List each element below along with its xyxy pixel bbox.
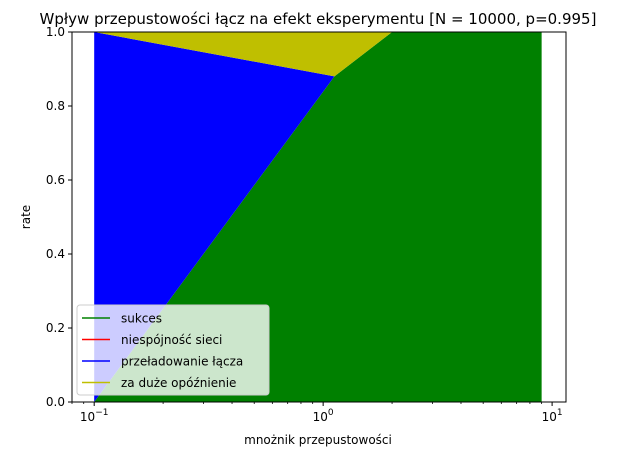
x-tick-label-1: 100 — [313, 408, 334, 424]
x-tick-label-0: 10−1 — [80, 408, 109, 424]
y-tick-label-3: 0.6 — [46, 173, 65, 187]
y-tick-label-5: 1.0 — [46, 25, 65, 39]
y-tick-label-2: 0.4 — [46, 247, 65, 261]
area-3 — [94, 32, 542, 77]
y-tick-label-0: 0.0 — [46, 395, 65, 409]
legend-box — [76, 304, 270, 396]
legend-label-1: niespójność sieci — [121, 333, 222, 347]
legend-label-2: przeładowanie łącza — [121, 355, 243, 369]
legend-label-3: za duże opóźnienie — [121, 376, 236, 390]
chart-title: Wpływ przepustowości łącz na efekt ekspe… — [40, 10, 597, 28]
legend-label-0: sukces — [121, 312, 162, 326]
area-2 — [94, 32, 542, 402]
y-tick-label-4: 0.8 — [46, 99, 65, 113]
x-tick-label-2: 101 — [542, 408, 563, 424]
axes-frame — [71, 31, 567, 403]
y-axis-label: rate — [19, 205, 33, 229]
x-axis: 10−1 100 101 — [71, 402, 563, 424]
y-tick-label-1: 0.2 — [46, 321, 65, 335]
y-axis: 0.0 0.2 0.4 0.6 0.8 1.0 — [46, 25, 72, 409]
x-axis-label: mnożnik przepustowości — [244, 433, 392, 447]
legend: sukces niespójność sieci przeładowanie łąc… — [76, 304, 270, 396]
